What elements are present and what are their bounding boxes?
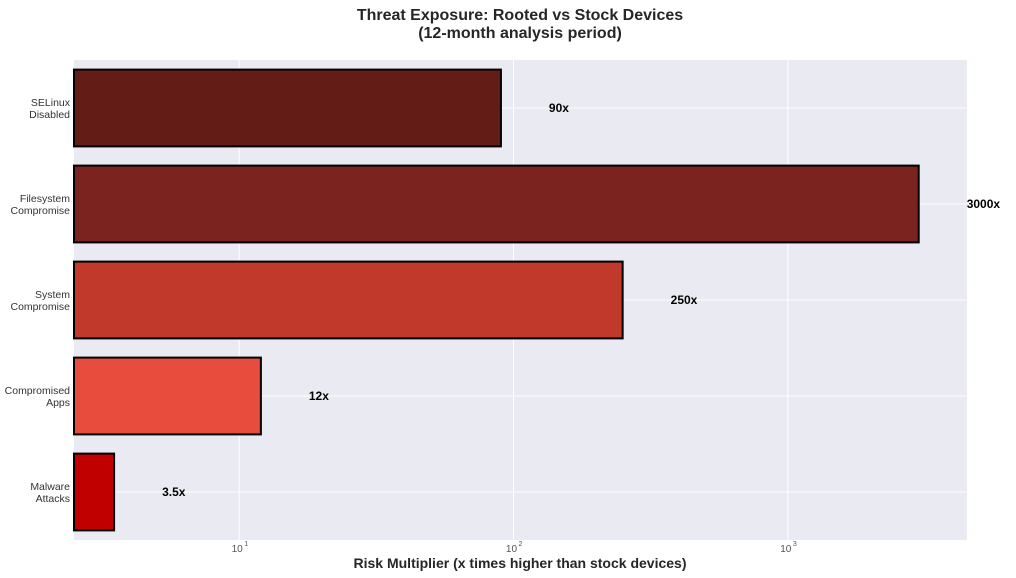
x-axis-label: Risk Multiplier (x times higher than sto… xyxy=(354,555,687,571)
category-label: System xyxy=(35,289,70,301)
bars: 90x 3000x 250x 12x 3.5x xyxy=(73,68,1001,532)
bar xyxy=(73,452,116,532)
category-label: Compromised xyxy=(5,385,71,397)
bar-value-label: 3.5x xyxy=(162,485,186,499)
chart-title: Threat Exposure: Rooted vs Stock Devices xyxy=(357,7,683,24)
x-tick-label: 10 xyxy=(232,544,244,555)
category-label: Apps xyxy=(46,397,70,409)
bar xyxy=(73,164,920,244)
category-label: Malware xyxy=(30,481,70,493)
category-label: SELinux xyxy=(31,97,71,109)
category-label: Compromise xyxy=(10,301,70,313)
x-tick-exponent: 3 xyxy=(793,541,797,548)
x-tick-labels: 10 1 10 2 10 3 xyxy=(232,541,797,555)
bar xyxy=(73,260,624,340)
bar xyxy=(73,356,262,436)
bar-value-label: 250x xyxy=(671,293,698,307)
x-tick-label: 10 xyxy=(780,544,792,555)
category-labels: SELinuxDisabledFilesystemCompromiseSyste… xyxy=(5,97,71,505)
category-label: Compromise xyxy=(10,205,70,217)
category-label: Disabled xyxy=(29,109,70,121)
x-tick-exponent: 2 xyxy=(519,541,523,548)
x-tick-exponent: 1 xyxy=(244,541,248,548)
bar-value-label: 12x xyxy=(309,389,329,403)
x-tick-label: 10 xyxy=(506,544,518,555)
bar-value-label: 90x xyxy=(549,101,569,115)
category-label: Attacks xyxy=(36,493,70,505)
bar xyxy=(73,68,502,148)
bar-value-label: 3000x xyxy=(967,197,1001,211)
category-label: Filesystem xyxy=(20,193,70,205)
chart-subtitle: (12-month analysis period) xyxy=(418,25,622,42)
